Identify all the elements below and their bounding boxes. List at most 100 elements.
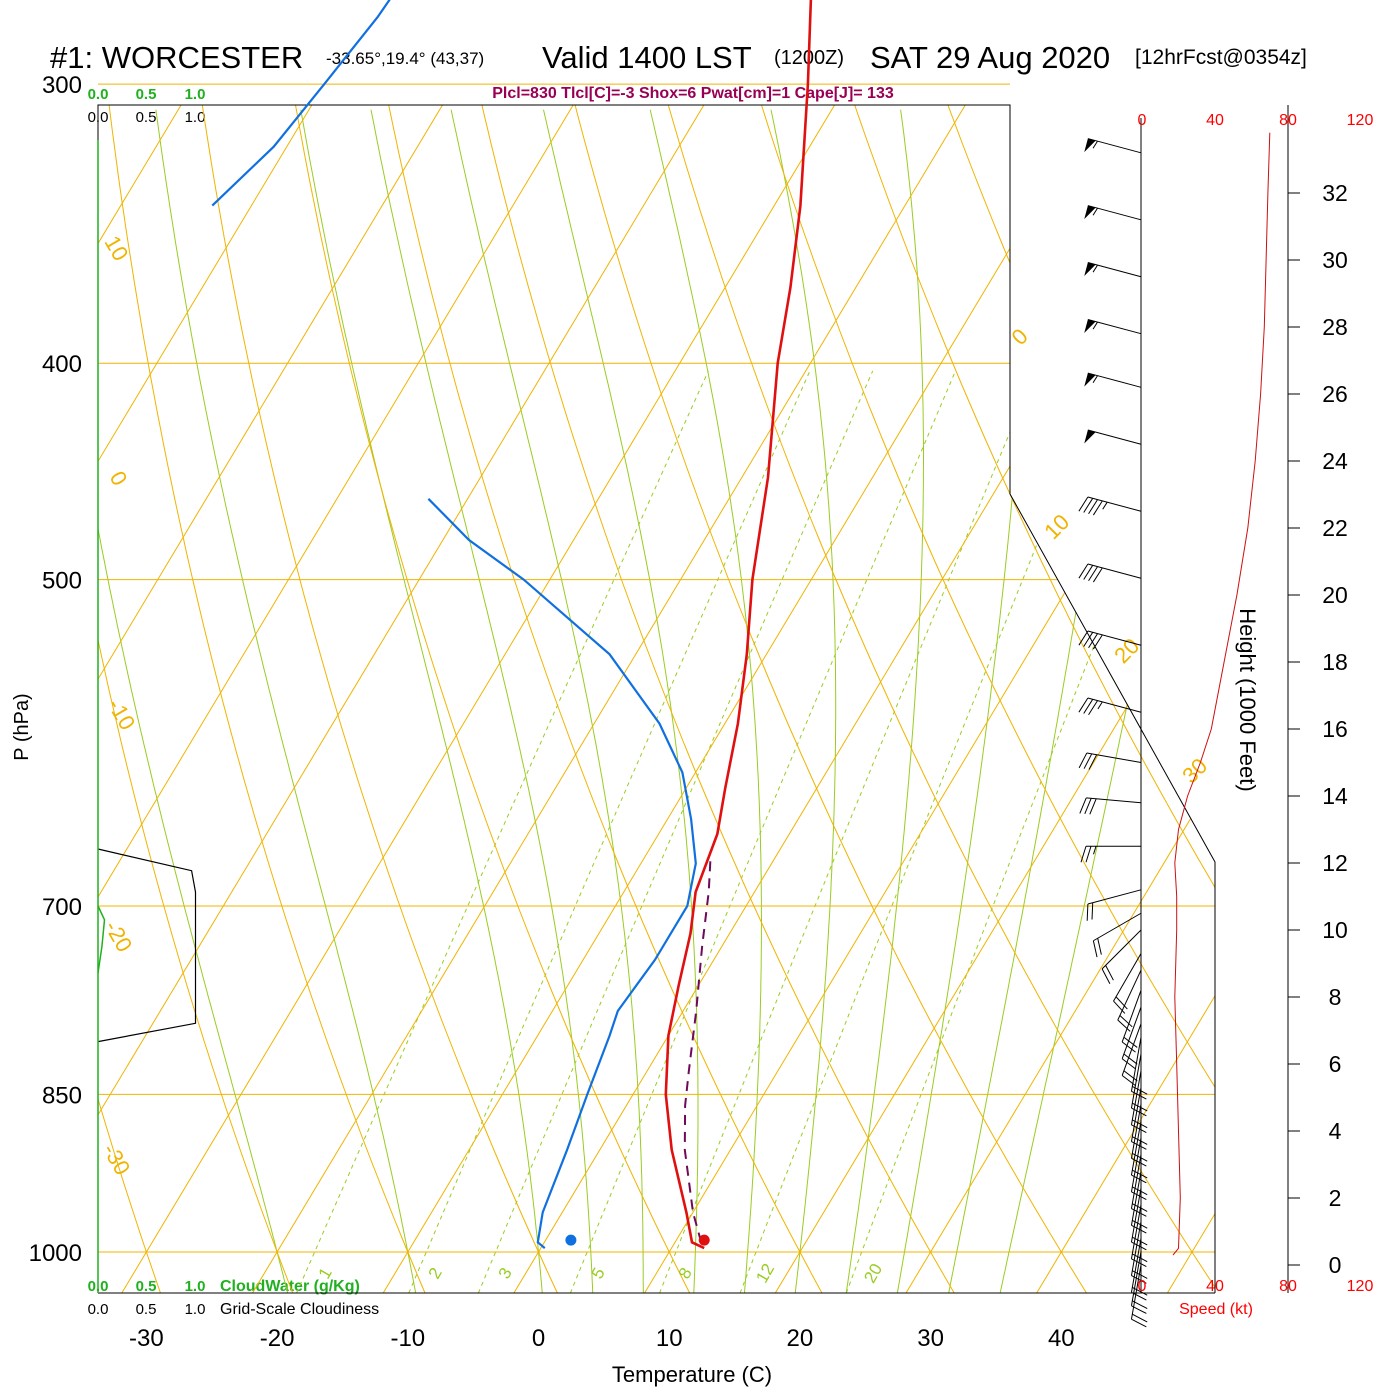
mixing-ratio-label: 5 xyxy=(588,1264,609,1282)
wind-barb-staff xyxy=(1117,969,1142,1021)
cloudiness-scale-tick: 1.0 xyxy=(185,1301,206,1318)
wind-barb-flag xyxy=(1131,1318,1147,1328)
wind-barb-staff xyxy=(1087,262,1142,278)
wind-barb-halfflag xyxy=(1092,207,1098,216)
surface-temperature-dot xyxy=(698,1234,710,1246)
wind-barb xyxy=(1113,953,1142,1014)
wind-barb xyxy=(1101,929,1142,984)
wind-barb-staff xyxy=(1130,1154,1142,1209)
wind-barb-flag xyxy=(1121,1075,1136,1087)
dry-adiabat-line xyxy=(201,105,558,1293)
mixing-ratio-line xyxy=(569,370,956,1293)
moist-adiabat-line xyxy=(896,109,1029,1293)
moist-adiabat-line xyxy=(649,109,762,1293)
wind-barb xyxy=(1078,752,1142,770)
wind-barb-flag xyxy=(1132,1313,1148,1323)
wind-barb-staff xyxy=(1130,1251,1142,1306)
wind-barb-flag xyxy=(1088,754,1098,770)
wind-barb-flag xyxy=(1101,968,1111,984)
moist-adiabat-line xyxy=(370,109,594,1293)
wind-barb-flag xyxy=(1083,699,1094,714)
station-title: #1: WORCESTER xyxy=(50,40,303,75)
wind-barb xyxy=(1092,912,1142,958)
wind-barb-flag xyxy=(1123,1053,1138,1065)
wind-barb-pennant xyxy=(1084,262,1096,277)
pressure-tick-label: 500 xyxy=(42,568,82,595)
temperature-profile-line xyxy=(664,0,813,1250)
wind-barb xyxy=(1086,889,1142,921)
isotherm-label: 10 xyxy=(100,231,134,265)
pressure-tick-label: 700 xyxy=(42,894,82,921)
wind-barbs xyxy=(1078,138,1148,1328)
isotherm-line xyxy=(1036,105,1215,1293)
wind-barb-flag xyxy=(1121,1058,1136,1070)
dry-adiabat-line xyxy=(295,105,691,1293)
wind-barb-staff xyxy=(1087,563,1142,579)
height-tick-label: 10 xyxy=(1322,917,1348,943)
wind-barb-flag xyxy=(1092,634,1103,650)
wind-barb-staff xyxy=(1121,1023,1142,1076)
isotherm-line xyxy=(644,105,1215,1293)
moist-adiabat-line xyxy=(98,109,289,1293)
wind-barb-staff xyxy=(1087,889,1142,905)
pressure-tick-label: 300 xyxy=(42,72,82,99)
wind-barb-staff xyxy=(1130,1120,1142,1176)
temperature-axis: -30 -20 -10 0 10 20 30 40 xyxy=(129,1325,1075,1352)
isotherm-label: -10 xyxy=(103,694,141,734)
mixing-ratio-line xyxy=(477,370,874,1293)
wind-barb-flag xyxy=(1097,938,1102,955)
speed-tick-label: 120 xyxy=(1347,1278,1374,1295)
dewpoint-upper-profile-line xyxy=(211,0,391,207)
isotherm-line xyxy=(98,105,705,1293)
height-tick-label: 0 xyxy=(1329,1252,1342,1278)
wind-barb-flag xyxy=(1113,1000,1126,1014)
isotherm-label: -30 xyxy=(98,1139,136,1179)
wind-barb-staff xyxy=(1130,1171,1142,1226)
height-tick-label: 22 xyxy=(1322,515,1348,541)
wind-barb-flag xyxy=(1078,752,1088,769)
wind-barb-staff xyxy=(1121,1006,1142,1059)
wind-barb-halfflag xyxy=(1092,375,1098,384)
wind-barb-flag xyxy=(1084,798,1092,815)
isotherm-line xyxy=(98,105,574,1293)
wind-barb-flag xyxy=(1088,700,1098,716)
pressure-axis-label: P (hPa) xyxy=(11,693,33,760)
isotherm-line xyxy=(1166,105,1215,1293)
mixing-ratio-line xyxy=(408,370,811,1293)
height-tick-label: 8 xyxy=(1329,984,1342,1010)
adiabat-lines xyxy=(98,105,1215,1293)
cloudwater-scale-tick: 0.5 xyxy=(136,86,157,103)
wind-barb-flag xyxy=(1089,798,1097,815)
wind-barb-flag xyxy=(1123,1070,1138,1082)
dry-adiabat-line xyxy=(481,105,955,1293)
height-tick-label: 26 xyxy=(1322,381,1348,407)
isotherm-label: 30 xyxy=(1177,753,1212,788)
wind-barb-staff xyxy=(1130,1053,1142,1109)
height-tick-label: 18 xyxy=(1322,649,1348,675)
wind-barb-staff xyxy=(1130,1104,1142,1159)
wind-barb-flag xyxy=(1105,965,1114,981)
wind-barb-flag xyxy=(1119,1015,1133,1028)
mixing-ratio-line xyxy=(845,370,1203,1293)
wind-barb xyxy=(1121,1023,1142,1087)
wind-barb-flag xyxy=(1079,797,1087,814)
height-tick-label: 32 xyxy=(1322,180,1348,206)
wind-barb-staff xyxy=(1130,1264,1142,1320)
temperature-tick-label: -10 xyxy=(390,1325,425,1352)
wind-barb-staff xyxy=(1130,1070,1142,1125)
cloudiness-scale-tick: 0.0 xyxy=(88,1301,109,1318)
dry-adiabat-line xyxy=(761,105,1215,1293)
moist-adiabat-line xyxy=(770,109,837,1293)
wind-barb xyxy=(1080,845,1141,863)
isotherm-label: 10 xyxy=(1039,509,1074,544)
cloudiness-scale-tick: 0.5 xyxy=(136,1301,157,1318)
wind-barb-flag xyxy=(1092,500,1103,516)
cloudwater-scale-tick: 0.0 xyxy=(88,86,109,103)
wind-barb-staff xyxy=(1101,929,1142,970)
wind-barb-flag xyxy=(1078,496,1089,512)
wind-barb-flag xyxy=(1078,563,1089,579)
isotherm-line xyxy=(905,105,1215,1293)
height-tick-label: 4 xyxy=(1329,1118,1342,1144)
wind-barb-flag xyxy=(1088,566,1098,582)
